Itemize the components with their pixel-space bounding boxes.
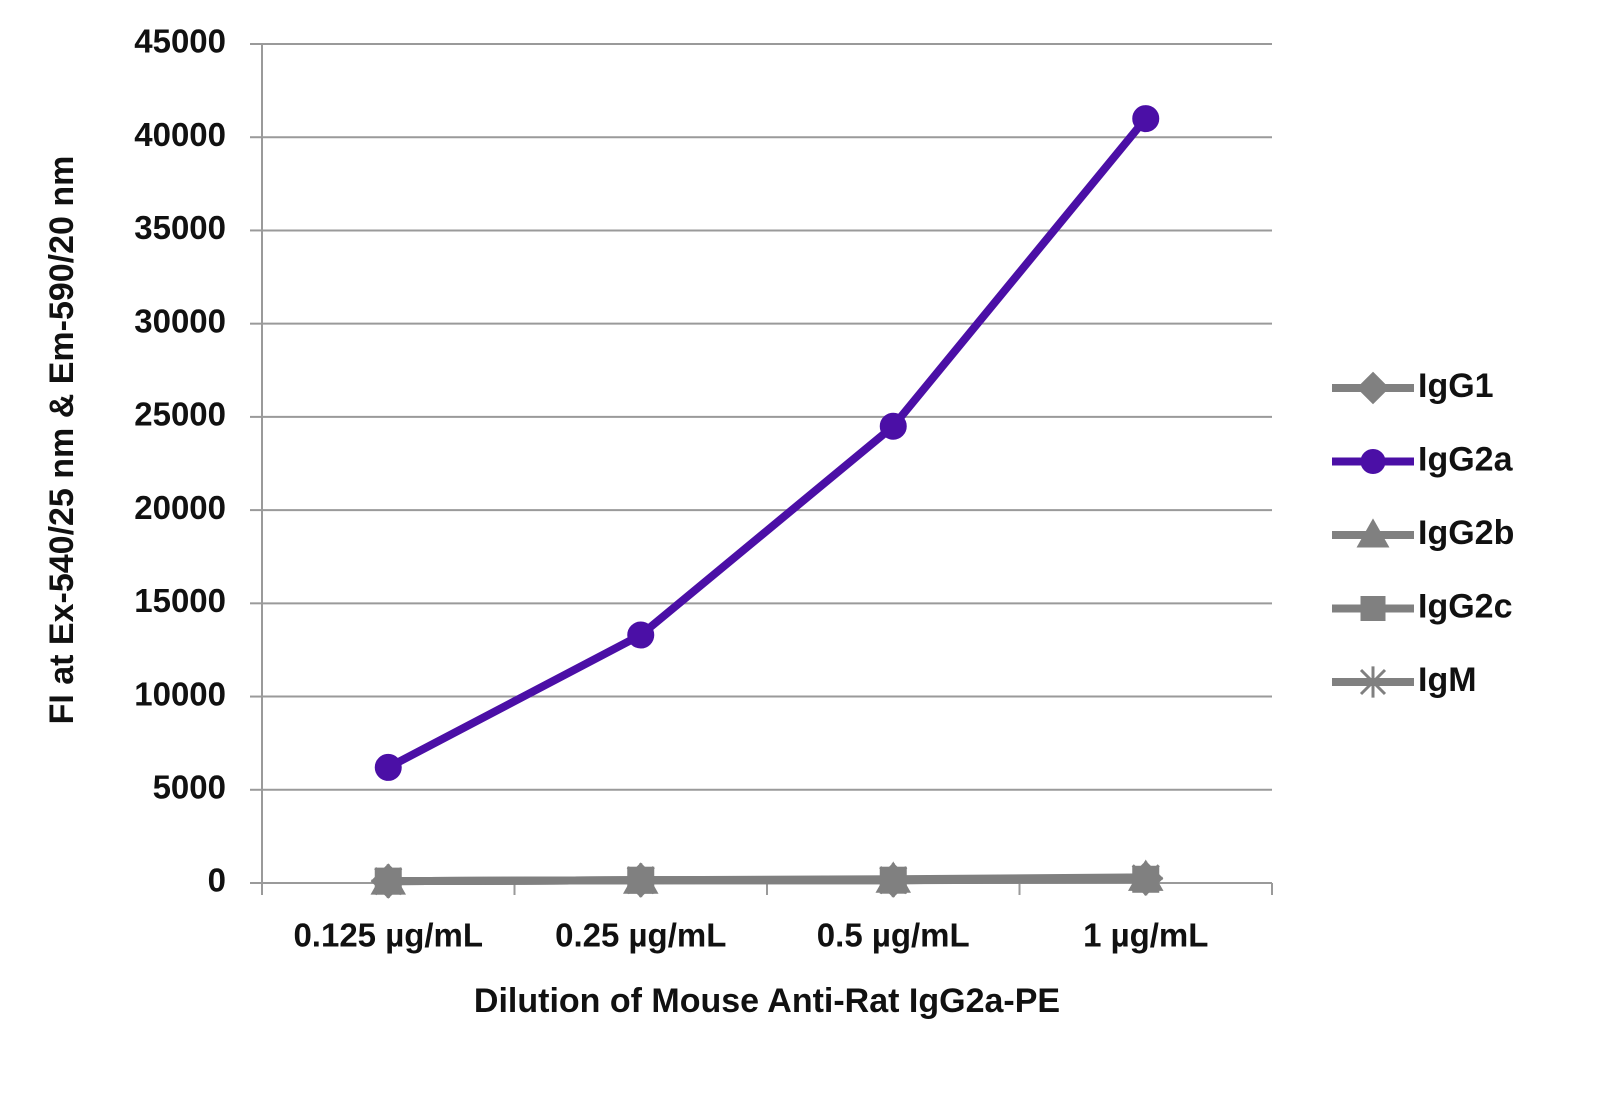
legend-label: IgG2b xyxy=(1418,514,1514,552)
data-point xyxy=(876,863,911,898)
legend-marker xyxy=(1356,371,1390,405)
data-point xyxy=(627,621,655,649)
data-point xyxy=(374,753,402,781)
legend-label: IgG1 xyxy=(1418,367,1494,405)
x-tick-label: 1 µg/mL xyxy=(1083,917,1208,954)
series: IgG2c xyxy=(374,587,1512,895)
y-axis-title: FI at Ex-540/25 nm & Em-590/20 nm xyxy=(43,156,81,725)
x-tick-label: 0.5 µg/mL xyxy=(817,917,970,954)
series: IgG1 xyxy=(370,367,1494,899)
x-axis-title: Dilution of Mouse Anti-Rat IgG2a-PE xyxy=(474,982,1060,1020)
data-point xyxy=(879,412,907,440)
legend-label: IgM xyxy=(1418,661,1477,699)
legend-marker xyxy=(1357,666,1389,698)
y-tick-label: 0 xyxy=(208,862,226,899)
y-tick-label: 20000 xyxy=(134,489,226,526)
series-line xyxy=(386,116,1149,771)
y-tick-label: 10000 xyxy=(134,675,226,712)
data-point xyxy=(1128,861,1163,896)
series: IgG2b xyxy=(370,514,1514,895)
legend-marker xyxy=(1360,596,1386,621)
y-tick-label: 45000 xyxy=(134,23,226,60)
series: IgM xyxy=(371,661,1477,899)
y-tick-label: 5000 xyxy=(153,768,226,805)
legend-marker xyxy=(1356,518,1390,548)
legend-label: IgG2a xyxy=(1418,440,1514,478)
data-point xyxy=(371,864,406,899)
series-line xyxy=(388,874,1146,886)
y-tick-label: 35000 xyxy=(134,209,226,246)
x-tick-label: 0.125 µg/mL xyxy=(293,917,483,954)
legend-label: IgG2c xyxy=(1418,587,1512,625)
data-point xyxy=(623,863,658,898)
series: IgG2a xyxy=(374,105,1514,781)
legend-marker xyxy=(1360,449,1386,474)
y-tick-label: 30000 xyxy=(134,302,226,339)
data-point xyxy=(1132,105,1160,133)
y-tick-label: 25000 xyxy=(134,396,226,433)
x-tick-label: 0.25 µg/mL xyxy=(555,917,726,954)
y-tick-label: 15000 xyxy=(134,582,226,619)
y-tick-label: 40000 xyxy=(134,116,226,153)
